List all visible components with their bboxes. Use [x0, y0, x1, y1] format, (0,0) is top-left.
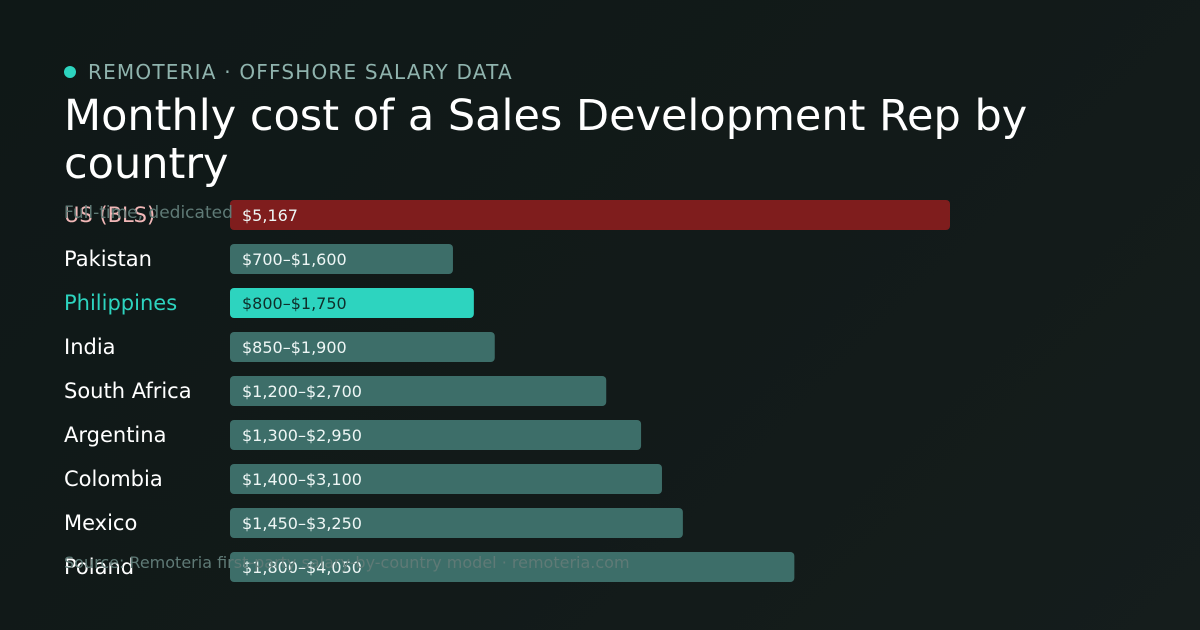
bar-colombia: [230, 464, 662, 494]
bar-south-africa: [230, 376, 607, 406]
category-label: Philippines: [64, 291, 177, 315]
value-label: $1,200–$2,700: [242, 382, 362, 401]
category-label: Argentina: [64, 423, 166, 447]
chart-title: Monthly cost of a Sales Development Rep …: [64, 91, 1028, 189]
value-label: $850–$1,900: [242, 338, 347, 357]
bar-philippines: [230, 288, 474, 318]
bar-us-bls: [230, 200, 950, 230]
value-label: $700–$1,600: [242, 250, 347, 269]
category-label: Mexico: [64, 511, 137, 535]
category-label: Pakistan: [64, 247, 152, 271]
chart-source: Source: Remoteria first-party salary-by-…: [64, 553, 630, 572]
value-label: $5,167: [242, 206, 298, 225]
brand-header: REMOTERIA · OFFSHORE SALARY DATA: [64, 60, 513, 84]
value-label: $1,800–$4,050: [242, 558, 362, 577]
brand-label: REMOTERIA · OFFSHORE SALARY DATA: [88, 60, 513, 84]
category-label: Colombia: [64, 467, 163, 491]
bar-pakistan: [230, 244, 453, 274]
brand-dot-icon: [64, 66, 76, 78]
category-label: South Africa: [64, 379, 192, 403]
bar-mexico: [230, 508, 683, 538]
value-label: $1,400–$3,100: [242, 470, 362, 489]
bar-india: [230, 332, 495, 362]
value-label: $800–$1,750: [242, 294, 347, 313]
category-label: US (BLS): [64, 203, 155, 227]
category-label: Poland: [64, 555, 134, 579]
value-label: $1,300–$2,950: [242, 426, 362, 445]
chart-subtitle: Full-time, dedicated: [64, 203, 233, 223]
bar-poland: [230, 552, 795, 582]
bar-argentina: [230, 420, 642, 450]
value-label: $1,450–$3,250: [242, 514, 362, 533]
category-label: India: [64, 335, 116, 359]
